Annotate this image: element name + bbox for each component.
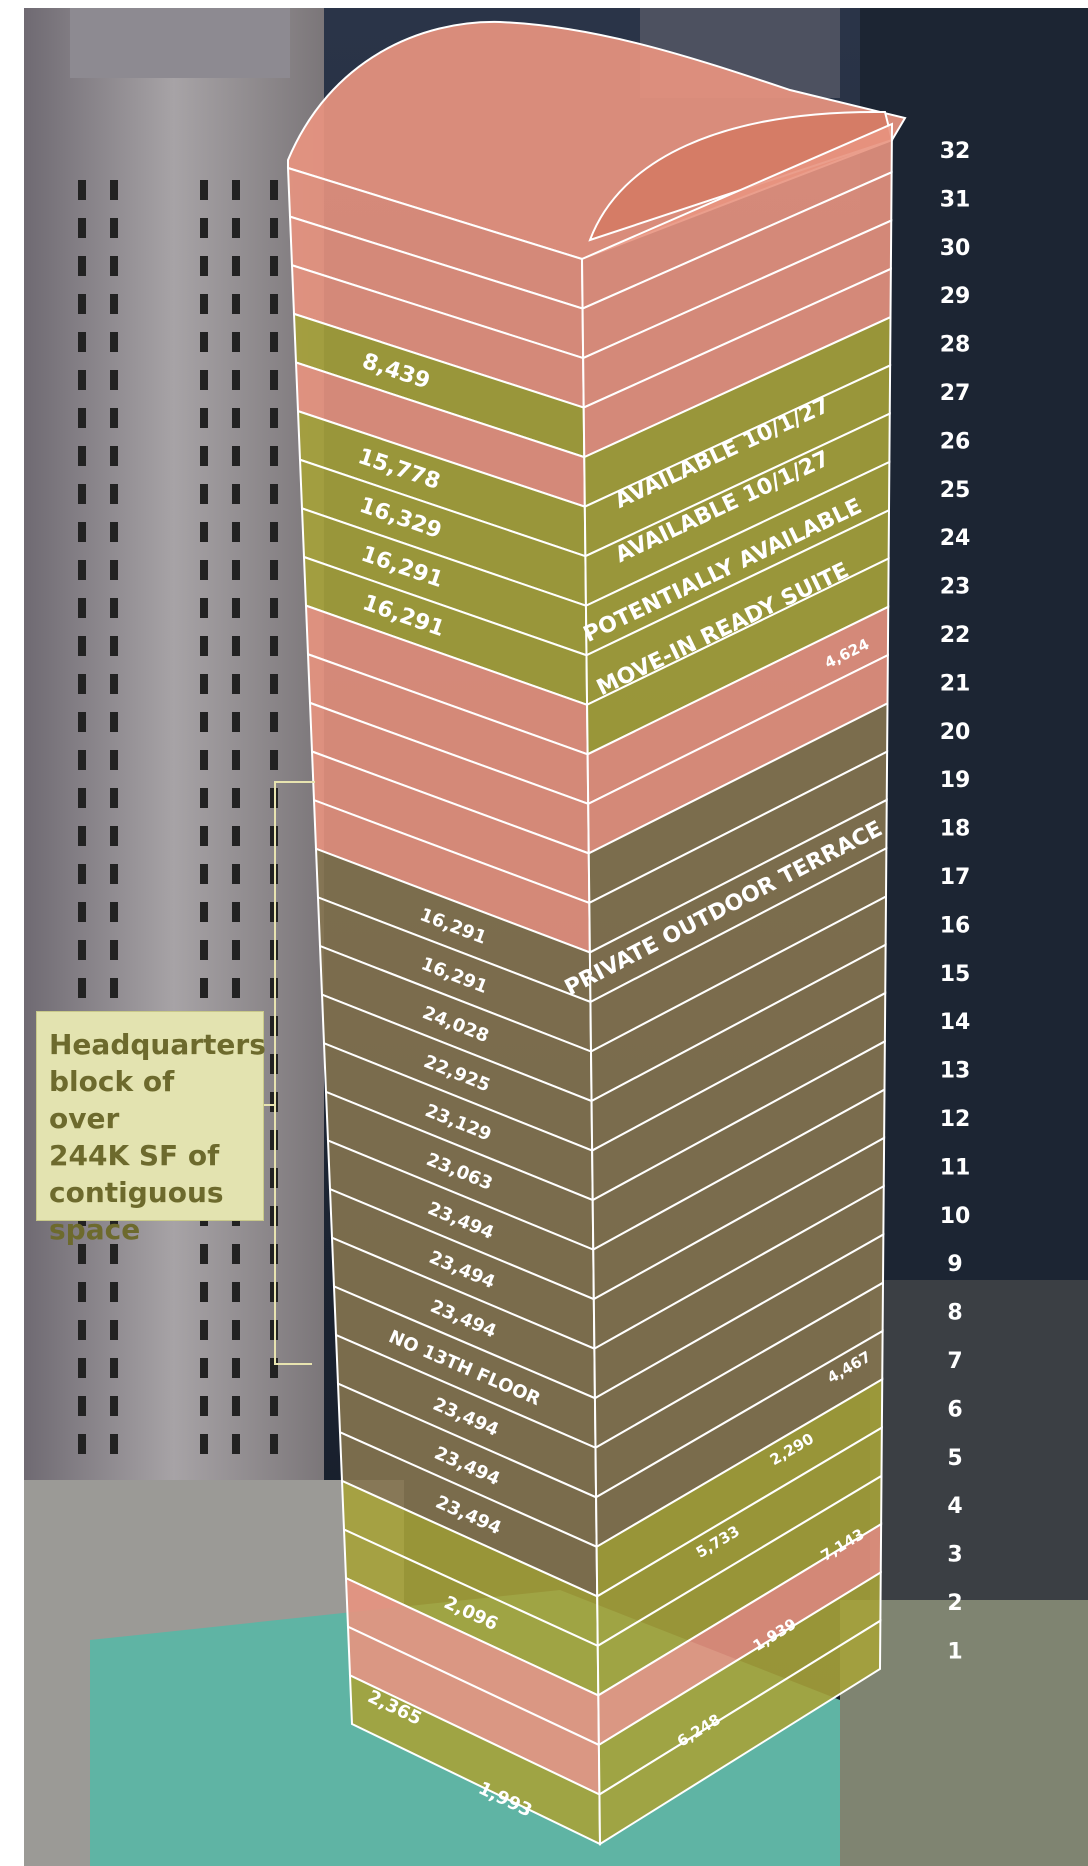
floor-number: 30 [940, 236, 971, 261]
floor-band-right [598, 1618, 882, 1846]
floor-number: 27 [940, 381, 971, 406]
floor-number: 11 [940, 1155, 971, 1180]
hq-callout-line: space [49, 1213, 141, 1246]
hq-bracket [264, 781, 315, 1365]
floor-number: 14 [940, 1010, 971, 1035]
floor-number-column: 3231302928272625242322212019181716151413… [940, 139, 971, 1664]
floor-number: 9 [947, 1252, 962, 1277]
floor-number: 1 [947, 1639, 962, 1664]
floor-number: 20 [940, 720, 971, 745]
floor-number: 16 [940, 913, 971, 938]
floor-number: 22 [940, 623, 971, 648]
floor-number: 26 [940, 429, 971, 454]
floor-number: 24 [940, 526, 971, 551]
floor-number: 3 [947, 1543, 962, 1568]
floor-number: 28 [940, 333, 971, 358]
floor-number: 2 [947, 1591, 962, 1616]
hq-callout-line: contiguous [49, 1176, 224, 1209]
floor-number: 25 [940, 478, 971, 503]
hq-callout-line: block of over [49, 1065, 175, 1135]
tower: 8,43915,77816,32916,29116,29116,29116,29… [286, 20, 907, 1846]
floor-number: 8 [947, 1301, 962, 1326]
floor-number: 4 [947, 1494, 962, 1519]
hq-callout-line: Headquarters [49, 1028, 266, 1061]
floor-number: 32 [940, 139, 971, 164]
floor-number: 19 [940, 768, 971, 793]
floor-number: 12 [940, 1107, 971, 1132]
floor-number: 15 [940, 962, 971, 987]
floor-number: 29 [940, 284, 971, 309]
floor-number: 7 [947, 1349, 962, 1374]
floor-number: 13 [940, 1059, 971, 1084]
floor-number: 23 [940, 575, 971, 600]
floor-number: 21 [940, 671, 971, 696]
floor-number: 10 [940, 1204, 971, 1229]
hq-callout: Headquarters block of over 244K SF of co… [36, 1011, 266, 1246]
floor-number: 6 [947, 1397, 962, 1422]
floor-number: 31 [940, 187, 971, 212]
floor-number: 5 [947, 1446, 962, 1471]
floor-number: 18 [940, 817, 971, 842]
floor-number: 17 [940, 865, 971, 890]
hq-callout-line: 244K SF of [49, 1139, 220, 1172]
